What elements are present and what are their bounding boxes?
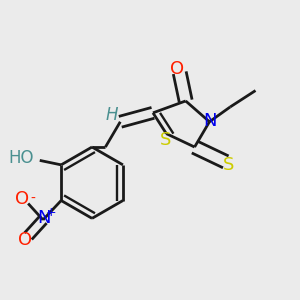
Text: N: N [37, 209, 51, 227]
Text: O: O [170, 60, 184, 78]
Text: O: O [15, 190, 29, 208]
Text: HO: HO [8, 149, 34, 167]
Text: -: - [30, 192, 35, 206]
Text: N: N [204, 112, 217, 130]
Text: H: H [106, 106, 118, 124]
Text: S: S [160, 131, 171, 149]
Text: +: + [45, 206, 56, 219]
Text: S: S [223, 156, 235, 174]
Text: O: O [18, 231, 32, 249]
